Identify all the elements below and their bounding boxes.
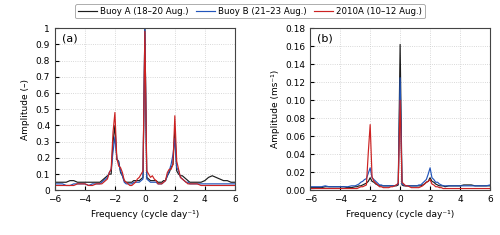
Buoy B (21–23 Aug.) (213, 182, 219, 185)
Buoy B (21–23 Aug.) (399, 183, 405, 185)
Buoy B (21–23 Aug.) (63, 184, 69, 187)
Buoy A (18–20 Aug.) (454, 184, 460, 187)
Legend: Buoy A (18–20 Aug.), Buoy B (21–23 Aug.), 2010A (10–12 Aug.): Buoy A (18–20 Aug.), Buoy B (21–23 Aug.)… (76, 4, 424, 19)
X-axis label: Frequency (cycle day⁻¹): Frequency (cycle day⁻¹) (346, 210, 454, 219)
2010A (10–12 Aug.) (190, 182, 196, 185)
2010A (10–12 Aug.) (454, 187, 460, 190)
Buoy B (21–23 Aug.) (194, 182, 200, 185)
Buoy B (21–23 Aug.) (202, 182, 208, 185)
2010A (10–12 Aug.) (374, 184, 380, 186)
Buoy B (21–23 Aug.) (146, 179, 152, 182)
Line: Buoy A (18–20 Aug.): Buoy A (18–20 Aug.) (55, 28, 235, 182)
2010A (10–12 Aug.) (487, 187, 493, 190)
2010A (10–12 Aug.) (232, 184, 238, 187)
2010A (10–12 Aug.) (120, 171, 126, 174)
Buoy B (21–23 Aug.) (52, 182, 58, 185)
Buoy B (21–23 Aug.) (397, 76, 403, 79)
Buoy A (18–20 Aug.) (232, 181, 238, 184)
Buoy B (21–23 Aug.) (487, 184, 493, 186)
Buoy A (18–20 Aug.) (397, 43, 403, 46)
Buoy B (21–23 Aug.) (122, 181, 128, 184)
Line: Buoy A (18–20 Aug.): Buoy A (18–20 Aug.) (310, 44, 490, 188)
2010A (10–12 Aug.) (144, 169, 150, 172)
Y-axis label: Amplitude (–): Amplitude (–) (21, 79, 30, 140)
Text: (a): (a) (62, 33, 78, 43)
2010A (10–12 Aug.) (360, 185, 366, 188)
Buoy B (21–23 Aug.) (232, 182, 238, 185)
Line: Buoy B (21–23 Aug.): Buoy B (21–23 Aug.) (310, 78, 490, 187)
Buoy B (21–23 Aug.) (360, 180, 366, 183)
Buoy A (18–20 Aug.) (190, 181, 196, 184)
Buoy A (18–20 Aug.) (52, 181, 58, 184)
Buoy A (18–20 Aug.) (446, 184, 452, 187)
Buoy A (18–20 Aug.) (120, 174, 126, 177)
Buoy A (18–20 Aug.) (399, 184, 405, 186)
Buoy B (21–23 Aug.) (464, 184, 470, 187)
Line: Buoy B (21–23 Aug.): Buoy B (21–23 Aug.) (55, 28, 235, 185)
Line: 2010A (10–12 Aug.): 2010A (10–12 Aug.) (55, 31, 235, 185)
Buoy B (21–23 Aug.) (106, 171, 112, 174)
2010A (10–12 Aug.) (104, 178, 110, 180)
Buoy B (21–23 Aug.) (454, 184, 460, 187)
Line: 2010A (10–12 Aug.): 2010A (10–12 Aug.) (310, 100, 490, 188)
2010A (10–12 Aug.) (52, 184, 58, 187)
Buoy A (18–20 Aug.) (104, 174, 110, 177)
Buoy A (18–20 Aug.) (374, 184, 380, 186)
Buoy B (21–23 Aug.) (374, 182, 380, 184)
Buoy A (18–20 Aug.) (360, 184, 366, 186)
2010A (10–12 Aug.) (307, 187, 313, 190)
2010A (10–12 Aug.) (446, 187, 452, 190)
X-axis label: Frequency (cycle day⁻¹): Frequency (cycle day⁻¹) (91, 210, 199, 219)
2010A (10–12 Aug.) (464, 187, 470, 190)
Buoy A (18–20 Aug.) (144, 176, 150, 179)
Buoy A (18–20 Aug.) (210, 174, 216, 177)
2010A (10–12 Aug.) (142, 30, 148, 33)
Buoy B (21–23 Aug.) (142, 27, 148, 30)
Buoy A (18–20 Aug.) (307, 186, 313, 189)
2010A (10–12 Aug.) (399, 181, 405, 184)
Text: (b): (b) (318, 33, 333, 43)
2010A (10–12 Aug.) (198, 184, 204, 187)
Buoy A (18–20 Aug.) (198, 181, 204, 184)
Y-axis label: Amplitude (ms⁻¹): Amplitude (ms⁻¹) (270, 70, 280, 148)
Buoy B (21–23 Aug.) (446, 184, 452, 187)
2010A (10–12 Aug.) (210, 184, 216, 187)
2010A (10–12 Aug.) (397, 99, 403, 102)
Buoy A (18–20 Aug.) (487, 184, 493, 187)
Buoy A (18–20 Aug.) (464, 184, 470, 186)
Buoy A (18–20 Aug.) (142, 27, 148, 30)
Buoy B (21–23 Aug.) (307, 185, 313, 188)
